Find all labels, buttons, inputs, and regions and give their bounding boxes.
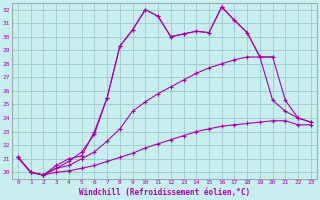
X-axis label: Windchill (Refroidissement éolien,°C): Windchill (Refroidissement éolien,°C) xyxy=(79,188,250,197)
